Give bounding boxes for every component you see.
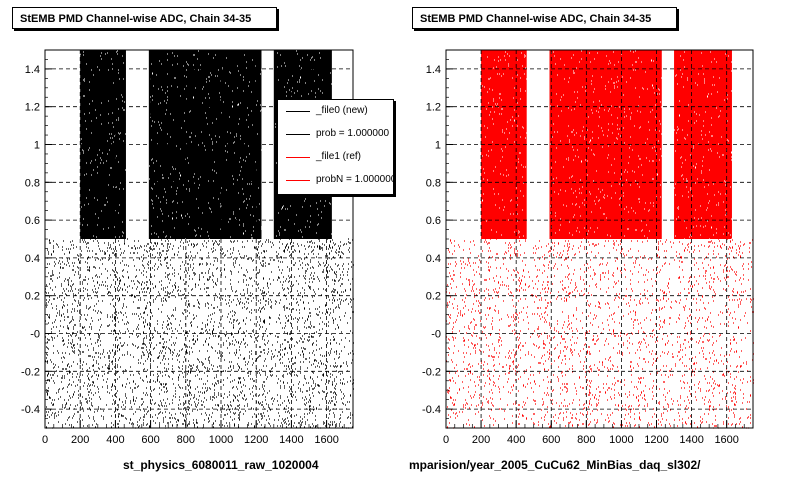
panel1-ytick-label-7: 1 <box>435 140 441 152</box>
panel-left-title: StEMB PMD Channel-wise ADC, Chain 34-35 <box>12 7 277 29</box>
panel0-ytick-label-6: 0.8 <box>25 177 40 189</box>
panel-right-filename: mparision/year_2005_CuCu62_MinBias_daq_s… <box>409 458 701 472</box>
panel1-band-speckle-0 <box>482 51 528 238</box>
panel0-xtick-label-7: 1400 <box>279 434 303 446</box>
panel0-ytick-label-0: -0.4 <box>21 404 40 416</box>
panel0-ytick-label-3: 0.2 <box>25 291 40 303</box>
panel1-band-speckle-1 <box>550 50 663 240</box>
panel1-ytick-label-9: 1.4 <box>426 64 441 76</box>
panel1-xtick-label-6: 1200 <box>644 434 668 446</box>
panel0-ytick-label-1: -0.2 <box>21 366 40 378</box>
legend-label-prob: prob = 1.000000 <box>316 128 390 139</box>
panel1-xtick-label-4: 800 <box>577 434 595 446</box>
panel1-ytick-label-1: -0.2 <box>422 366 441 378</box>
panel1-xtick-label-5: 1000 <box>609 434 633 446</box>
panel1-ytick-label-3: 0.2 <box>426 291 441 303</box>
legend-box: _file0 (new) prob = 1.000000 _file1 (ref… <box>277 99 394 195</box>
panel1-ytick-label-8: 1.2 <box>426 102 441 114</box>
panel1-ytick-label-0: -0.4 <box>422 404 441 416</box>
panel1-xtick-label-8: 1600 <box>714 434 738 446</box>
panel-right-title: StEMB PMD Channel-wise ADC, Chain 34-35 <box>412 7 677 29</box>
panel1-xtick-label-3: 600 <box>542 434 560 446</box>
panel1-band-2 <box>674 50 732 239</box>
panel0-xtick-label-8: 1600 <box>314 434 338 446</box>
panel0-ytick-label-5: 0.6 <box>25 215 40 227</box>
legend-entry-file1: _file1 (ref) <box>278 148 393 168</box>
panel1-ytick-label-6: 0.8 <box>426 177 441 189</box>
panel0-ytick-label-2: -0 <box>30 329 40 341</box>
panel0-xtick-label-3: 600 <box>141 434 159 446</box>
panel0-xtick-label-1: 200 <box>71 434 89 446</box>
panel0-ytick-label-7: 1 <box>34 140 40 152</box>
legend-label-file1: _file1 (ref) <box>316 151 362 162</box>
legend-entry-probn: probN = 1.000000 <box>278 171 394 191</box>
legend-line-file1 <box>286 157 310 158</box>
panel0-xtick-label-2: 400 <box>106 434 124 446</box>
legend-line-probn <box>286 180 310 181</box>
panel1-xtick-label-7: 1400 <box>679 434 703 446</box>
legend-line-file0 <box>286 111 310 112</box>
panel1-ytick-label-4: 0.4 <box>426 253 441 265</box>
legend-entry-file0: _file0 (new) <box>278 102 393 122</box>
panel1-xtick-label-1: 200 <box>472 434 490 446</box>
panel-left-filename: st_physics_6080011_raw_1020004 <box>123 458 319 472</box>
panel0-xtick-label-0: 0 <box>42 434 48 446</box>
legend-entry-prob: prob = 1.000000 <box>278 125 393 145</box>
panel0-band-speckle-0 <box>80 50 127 238</box>
panel1-band-speckle-2 <box>674 51 733 240</box>
panel0-ytick-label-9: 1.4 <box>25 64 40 76</box>
panel1-ytick-label-5: 0.6 <box>426 215 441 227</box>
panel0-ytick-label-4: 0.4 <box>25 253 40 265</box>
panel1-scatter-lower <box>446 238 754 429</box>
panel0-ytick-label-8: 1.2 <box>25 102 40 114</box>
panel1-xtick-label-0: 0 <box>443 434 449 446</box>
legend-line-prob <box>286 134 310 135</box>
legend-label-probn: probN = 1.000000 <box>316 174 394 185</box>
panel0-xtick-label-4: 800 <box>177 434 195 446</box>
panel1-ytick-label-2: -0 <box>431 329 441 341</box>
panel0-xtick-label-5: 1000 <box>209 434 233 446</box>
panel0-xtick-label-6: 1200 <box>244 434 268 446</box>
panel1-xtick-label-2: 400 <box>507 434 525 446</box>
legend-label-file0: _file0 (new) <box>316 105 368 116</box>
